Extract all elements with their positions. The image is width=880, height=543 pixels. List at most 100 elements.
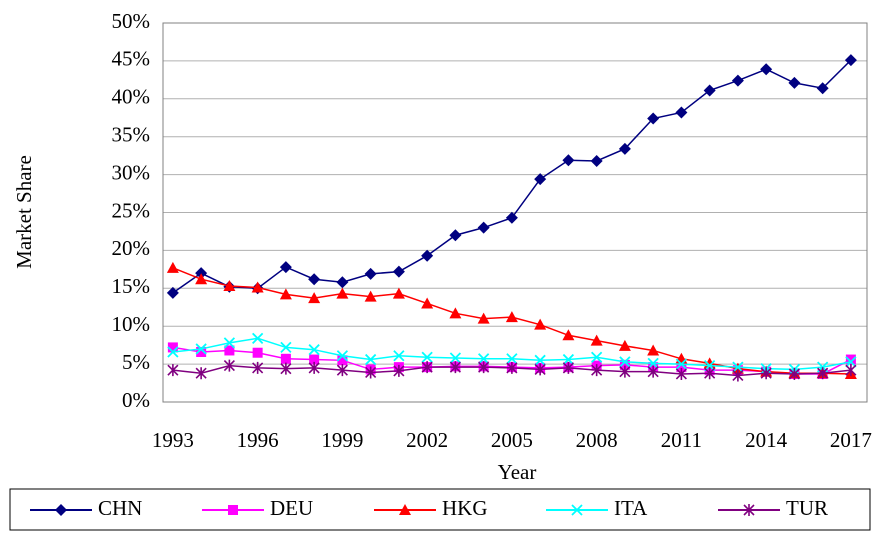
marker <box>505 211 518 224</box>
marker <box>562 154 575 167</box>
marker <box>167 364 179 377</box>
legend-box <box>9 488 871 531</box>
y-tick-label: 0% <box>122 388 150 412</box>
legend-label: HKG <box>442 496 488 520</box>
y-tick-label: 30% <box>112 160 151 184</box>
marker <box>732 361 744 373</box>
marker <box>280 341 292 354</box>
x-tick-label: 1999 <box>321 428 363 452</box>
marker <box>308 292 321 304</box>
marker <box>449 307 462 319</box>
marker <box>336 364 348 377</box>
marker <box>251 281 264 293</box>
marker <box>252 361 264 374</box>
marker <box>228 505 238 515</box>
marker <box>534 318 547 330</box>
marker <box>760 367 772 380</box>
marker <box>308 273 321 286</box>
marker <box>421 297 434 309</box>
marker <box>534 363 546 376</box>
marker <box>365 366 377 379</box>
marker <box>421 351 433 363</box>
y-tick-label: 25% <box>112 198 151 222</box>
marker <box>562 361 574 374</box>
y-axis-label: Market Share <box>12 155 36 269</box>
legend-label: ITA <box>614 496 648 520</box>
x-tick-label: 1996 <box>237 428 279 452</box>
marker <box>590 334 603 346</box>
marker <box>562 329 575 341</box>
marker <box>845 356 857 368</box>
marker <box>224 345 235 356</box>
marker <box>844 54 857 67</box>
x-tick-label: 2008 <box>576 428 618 452</box>
marker <box>195 343 207 355</box>
marker <box>743 504 755 516</box>
marker <box>392 287 405 299</box>
marker <box>788 367 800 380</box>
marker <box>421 249 434 262</box>
marker <box>196 346 207 357</box>
marker <box>675 367 687 380</box>
marker <box>392 265 405 278</box>
marker <box>845 364 857 377</box>
marker <box>223 359 235 372</box>
marker <box>365 353 377 366</box>
legend-label: DEU <box>270 496 313 520</box>
marker <box>788 76 801 89</box>
marker <box>478 353 490 365</box>
marker <box>393 350 405 362</box>
marker <box>760 63 773 76</box>
marker <box>399 504 411 515</box>
y-tick-label: 50% <box>112 9 151 33</box>
y-tick-label: 15% <box>112 274 151 298</box>
marker <box>506 353 518 365</box>
marker <box>731 74 744 87</box>
marker <box>571 504 583 516</box>
marker <box>393 364 405 377</box>
marker <box>534 173 547 186</box>
y-tick-label: 45% <box>112 47 151 71</box>
marker <box>676 362 687 373</box>
marker <box>336 287 349 299</box>
marker <box>506 361 518 374</box>
marker <box>252 332 264 344</box>
marker <box>619 365 631 378</box>
y-tick-label: 5% <box>122 350 150 374</box>
x-tick-label: 2005 <box>491 428 533 452</box>
marker <box>675 358 688 370</box>
y-tick-label: 20% <box>112 236 151 260</box>
marker <box>279 261 292 274</box>
x-axis-label: Year <box>498 460 537 484</box>
marker <box>732 369 744 382</box>
marker <box>675 106 688 119</box>
marker <box>703 84 716 97</box>
marker <box>647 344 660 356</box>
marker <box>505 311 518 323</box>
marker <box>195 367 207 380</box>
marker <box>280 353 291 364</box>
marker <box>167 342 178 353</box>
marker <box>308 344 320 356</box>
marker <box>477 221 490 234</box>
marker <box>591 351 603 363</box>
y-tick-label: 40% <box>112 85 151 109</box>
legend-label: CHN <box>98 496 142 520</box>
marker <box>309 354 320 365</box>
marker <box>167 346 179 358</box>
marker <box>704 367 716 380</box>
marker <box>364 267 377 280</box>
marker <box>55 504 67 516</box>
marker <box>252 347 263 358</box>
x-tick-label: 2011 <box>661 428 702 452</box>
x-tick-label: 2002 <box>406 428 448 452</box>
marker <box>279 288 292 300</box>
marker <box>166 286 179 299</box>
legend-label: TUR <box>786 496 828 520</box>
marker <box>534 354 546 366</box>
marker <box>421 361 433 374</box>
marker <box>817 367 829 380</box>
marker <box>618 339 631 351</box>
marker <box>336 350 349 362</box>
